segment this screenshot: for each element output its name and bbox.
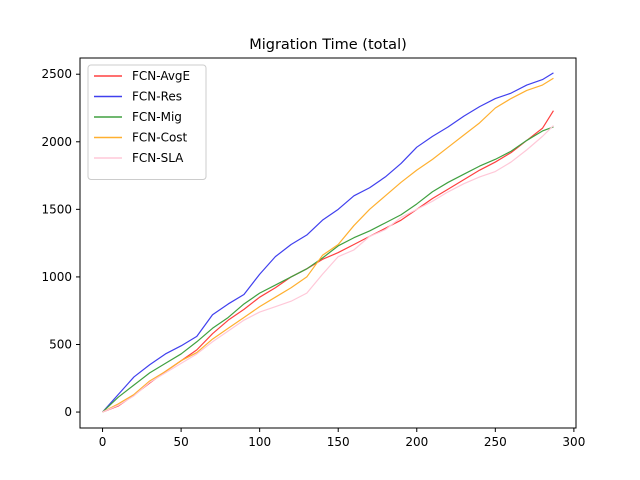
x-tick-label: 50 [173,435,188,449]
series-line-fcn-res [102,72,554,413]
plot-frame [79,57,577,429]
legend: FCN-AvgE FCN-Res FCN-Mig FCN-Cost FCN-SLA [87,64,207,180]
y-tick-label: 0 [64,405,72,419]
series-line-fcn-cost [102,77,554,413]
series-layer [102,72,554,413]
legend-label: FCN-Cost [132,131,188,145]
y-tick-label: 1500 [41,202,72,216]
legend-label: FCN-Res [132,90,182,104]
x-tick-label: 300 [562,435,585,449]
legend-label: FCN-AvgE [132,69,190,83]
chart-title: Migration Time (total) [249,37,407,53]
x-tick-label: 0 [99,435,107,449]
legend-label: FCN-Mig [132,110,182,124]
x-axis: 0 50 100 150 200 250 300 [99,428,585,449]
series-line-fcn-mig [102,126,554,413]
series-line-fcn-sla [102,125,554,413]
y-tick-label: 2500 [41,67,72,81]
x-tick-label: 250 [484,435,507,449]
legend-label: FCN-SLA [132,151,184,165]
y-tick-label: 2000 [41,135,72,149]
legend-box [87,64,207,180]
y-tick-label: 1000 [41,270,72,284]
x-tick-label: 200 [405,435,428,449]
y-axis: 0 500 1000 1500 2000 2500 [41,67,80,419]
x-tick-label: 150 [327,435,350,449]
y-tick-label: 500 [49,337,72,351]
x-tick-label: 100 [248,435,271,449]
